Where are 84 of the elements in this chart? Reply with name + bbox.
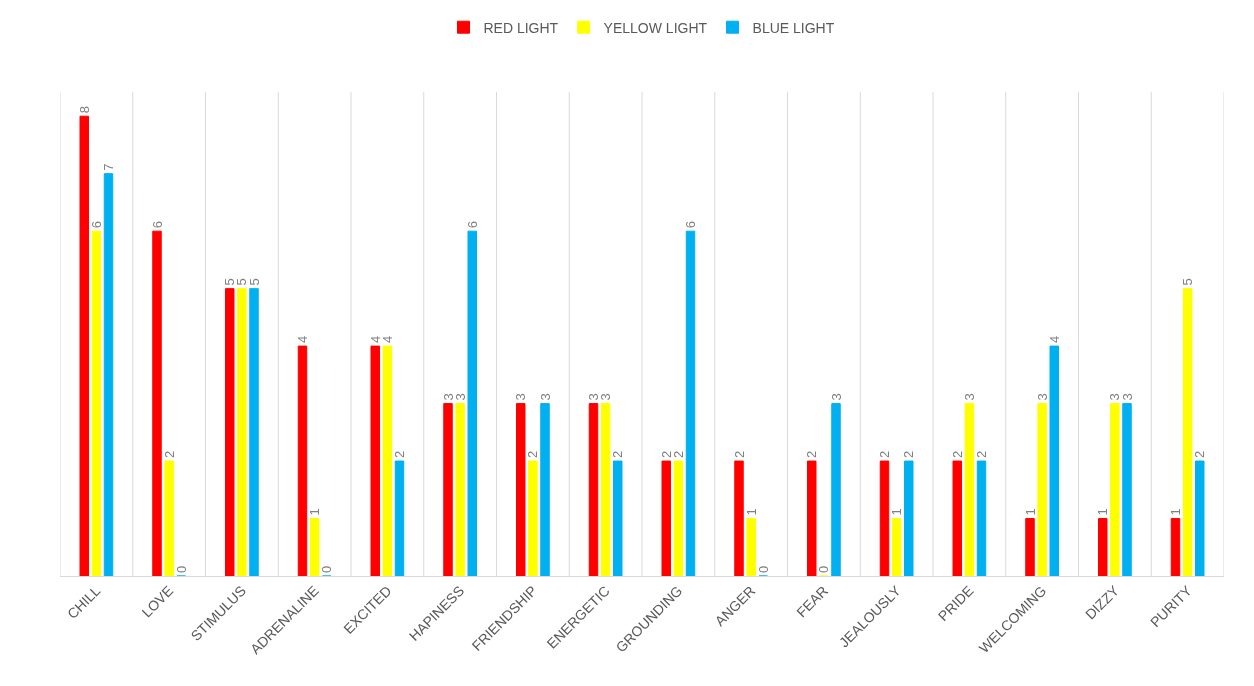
data-label: 2: [1192, 450, 1208, 459]
bar: [613, 460, 623, 576]
bar: [964, 403, 975, 576]
bar: [891, 518, 902, 576]
bar: [673, 460, 684, 576]
bar: [528, 460, 538, 576]
data-label: 2: [525, 450, 541, 459]
bar: [831, 403, 841, 576]
data-label: 2: [949, 450, 965, 459]
data-label: 2: [974, 450, 989, 459]
data-label: 6: [683, 220, 698, 229]
data-label: 3: [586, 393, 601, 401]
bar: [382, 345, 393, 576]
data-label: 2: [610, 450, 626, 459]
bar: [976, 460, 987, 576]
bar: [309, 518, 320, 576]
data-label: 3: [513, 393, 529, 401]
bar: [152, 230, 162, 576]
data-label: 1: [1095, 508, 1111, 516]
data-label: 4: [295, 335, 310, 344]
data-label: 3: [1034, 393, 1050, 401]
data-label: 1: [743, 508, 759, 516]
bar: [1110, 403, 1120, 576]
bar: [879, 460, 890, 576]
bar: [1037, 403, 1047, 576]
bar: [516, 403, 526, 576]
data-label: 0: [816, 565, 832, 573]
bar: [394, 460, 405, 576]
bar: [225, 288, 235, 576]
data-label: 7: [101, 163, 116, 171]
bar: [734, 460, 744, 576]
bar: [297, 345, 308, 576]
bar: [1170, 518, 1181, 576]
data-label: 4: [1046, 335, 1062, 344]
bar: [91, 230, 102, 576]
data-label: 3: [598, 393, 614, 401]
bar: [1049, 345, 1059, 576]
data-label: 0: [173, 565, 189, 573]
data-label: 2: [731, 450, 747, 459]
data-label: 0: [319, 565, 335, 573]
legend-label: RED LIGHT: [483, 19, 559, 36]
data-label: 1: [307, 508, 323, 516]
bar: [79, 115, 89, 576]
data-label: 6: [464, 220, 480, 229]
data-label: 2: [161, 450, 177, 459]
data-label: 8: [76, 105, 92, 114]
bar: [103, 173, 114, 576]
bar: [1195, 460, 1205, 576]
bar: [1182, 288, 1193, 576]
bar: [237, 288, 247, 576]
bar: [685, 230, 696, 576]
bar: [746, 518, 756, 576]
data-label: 3: [828, 393, 844, 401]
legend-label: BLUE LIGHT: [752, 19, 835, 36]
data-label: 6: [149, 220, 165, 229]
data-label: 2: [901, 450, 917, 459]
bar: [661, 460, 671, 576]
bar: [1025, 518, 1035, 576]
bar: [600, 403, 611, 576]
data-label: 2: [877, 450, 892, 459]
bar: [904, 460, 914, 576]
data-label: 3: [537, 393, 553, 401]
bar: [455, 403, 465, 576]
bar: [249, 288, 259, 576]
bar: [588, 403, 599, 576]
bar: [540, 403, 550, 576]
bar: [443, 403, 453, 576]
bar: [164, 460, 174, 576]
legend-label: YELLOW LIGHT: [603, 19, 708, 36]
data-label: 6: [88, 220, 104, 229]
data-label: 1: [1022, 508, 1038, 516]
data-label: 1: [1168, 508, 1183, 516]
data-label: 5: [1180, 278, 1196, 286]
data-label: 1: [889, 508, 905, 516]
data-label: 3: [961, 393, 977, 401]
bar: [952, 460, 962, 576]
data-label: 2: [804, 450, 820, 459]
bar: [1122, 403, 1132, 576]
bar: [807, 460, 817, 576]
bar: [467, 230, 477, 576]
bar: [370, 345, 380, 576]
data-label: 0: [755, 565, 771, 573]
data-label: 2: [392, 450, 407, 459]
bar: [1098, 518, 1108, 576]
